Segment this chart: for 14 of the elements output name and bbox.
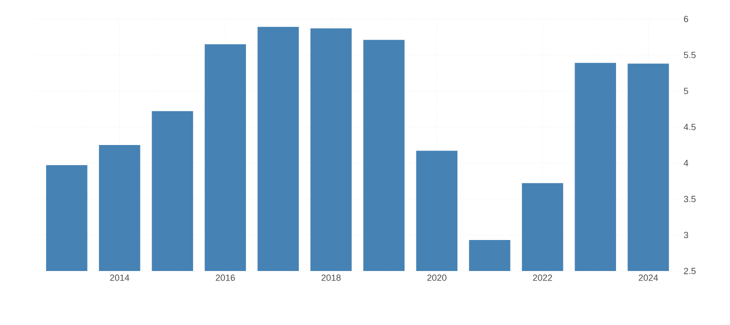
y-tick-label: 4: [684, 160, 688, 166]
x-tick-label: 2024: [638, 274, 658, 281]
y-tick-label: 3.5: [684, 196, 696, 202]
x-tick-label: 2014: [110, 274, 130, 281]
x-tick-label: 2016: [216, 274, 235, 281]
x-tick-label: 2020: [427, 274, 446, 281]
y-tick-label: 5: [684, 88, 688, 94]
x-tick-label: 2018: [322, 274, 341, 281]
y-tick-label: 6: [684, 16, 688, 22]
y-tick-label: 3: [684, 232, 688, 238]
y-tick-label: 4.5: [684, 124, 696, 130]
x-tick-label: 2022: [533, 274, 552, 281]
y-tick-label: 2.5: [684, 268, 696, 274]
y-tick-label: 5.5: [684, 52, 696, 58]
